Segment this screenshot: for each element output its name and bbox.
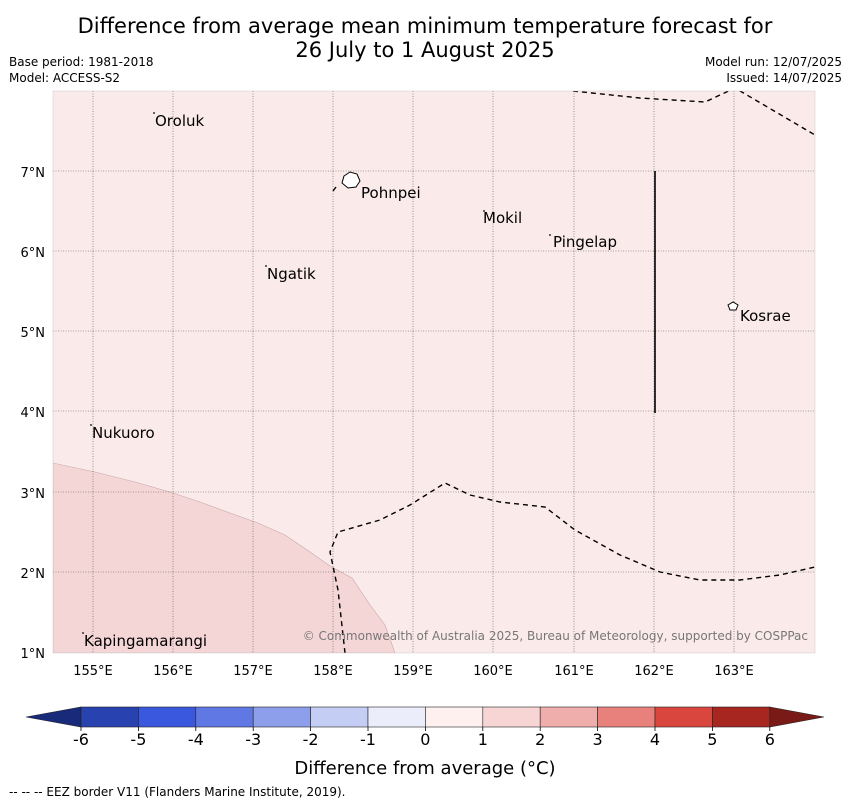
lat-tick-4: 4°N	[21, 406, 46, 421]
colorbar-tick-label: 6	[765, 730, 775, 749]
colorbar-arrow-left	[25, 706, 82, 728]
place-label-kapingamarangi: Kapingamarangi	[84, 632, 207, 650]
lon-tick-160: 160°E	[473, 664, 513, 679]
colorbar-segment	[195, 706, 254, 728]
graticule	[53, 91, 815, 653]
colorbar-segment	[252, 706, 311, 728]
place-label-ngatik: Ngatik	[267, 265, 316, 283]
lat-tick-6: 6°N	[21, 246, 46, 261]
place-label-kosrae: Kosrae	[740, 307, 791, 325]
colorbar-segment	[367, 706, 426, 728]
model-label: Model: ACCESS-S2	[9, 71, 121, 85]
lat-tick-1: 1°N	[21, 647, 46, 662]
copyright-notice: © Commonwealth of Australia 2025, Bureau…	[303, 629, 808, 643]
colorbar-tick-label: 4	[650, 730, 660, 749]
colorbar-segment	[138, 706, 197, 728]
base-period-label: Base period: 1981-2018	[9, 55, 154, 69]
lon-tick-163: 163°E	[714, 664, 754, 679]
lat-tick-2: 2°N	[21, 567, 46, 582]
colorbar-label: Difference from average (°C)	[294, 758, 555, 779]
chart-title-line2: 26 July to 1 August 2025	[295, 38, 555, 62]
eez-note: -- -- -- EEZ border V11 (Flanders Marine…	[9, 785, 346, 799]
lon-tick-156: 156°E	[153, 664, 193, 679]
model-run-label: Model run: 12/07/2025	[704, 55, 842, 69]
lon-tick-159: 159°E	[393, 664, 433, 679]
colorbar: -6 -5 -4 -3 -2 -1 0 1 2 3 4 5 6 Difference from aver…	[25, 706, 825, 779]
colorbar-tick-label: -3	[245, 730, 261, 749]
colorbar-segment	[310, 706, 369, 728]
place-label-pingelap: Pingelap	[553, 233, 617, 251]
place-label-mokil: Mokil	[483, 209, 522, 227]
colorbar-tick-label: 2	[535, 730, 545, 749]
map-frame	[52, 90, 816, 654]
lat-tick-7: 7°N	[21, 166, 46, 181]
lon-tick-158: 158°E	[313, 664, 353, 679]
colorbar-segment	[539, 706, 598, 728]
colorbar-segment	[425, 706, 484, 728]
anomaly-field-1-2	[53, 462, 396, 653]
colorbar-tick-label: 5	[707, 730, 717, 749]
colorbar-segment	[712, 706, 771, 728]
colorbar-segment	[482, 706, 541, 728]
eez-border	[329, 91, 815, 653]
colorbar-tick-label: -2	[303, 730, 319, 749]
lon-tick-155: 155°E	[73, 664, 113, 679]
place-label-oroluk: Oroluk	[155, 112, 204, 130]
colorbar-tick-label: 3	[593, 730, 603, 749]
kosrae-island-shape	[727, 301, 739, 311]
lon-tick-161: 161°E	[554, 664, 594, 679]
atoll-markers	[82, 112, 551, 634]
place-label-pohnpei: Pohnpei	[361, 184, 421, 202]
colorbar-tick-label: -5	[130, 730, 146, 749]
colorbar-tick-label: 0	[420, 730, 430, 749]
colorbar-segment	[654, 706, 713, 728]
place-label-nukuoro: Nukuoro	[92, 424, 155, 442]
lon-tick-162: 162°E	[634, 664, 674, 679]
map-figure: Oroluk Pohnpei Mokil Pingelap Ngatik Kos…	[21, 90, 816, 679]
lat-tick-3: 3°N	[21, 487, 46, 502]
lon-tick-157: 157°E	[233, 664, 273, 679]
colorbar-tick-label: 1	[478, 730, 488, 749]
colorbar-tick-label: -6	[73, 730, 89, 749]
lat-tick-5: 5°N	[21, 326, 46, 341]
issued-label: Issued: 14/07/2025	[726, 71, 842, 85]
chart-title-line1: Difference from average mean minimum tem…	[77, 14, 773, 38]
colorbar-segment	[597, 706, 656, 728]
colorbar-tick-label: -4	[188, 730, 204, 749]
colorbar-tick-label: -1	[360, 730, 376, 749]
colorbar-arrow-right	[769, 706, 825, 728]
colorbar-segment	[80, 706, 139, 728]
pohnpei-island-shape	[341, 171, 361, 189]
